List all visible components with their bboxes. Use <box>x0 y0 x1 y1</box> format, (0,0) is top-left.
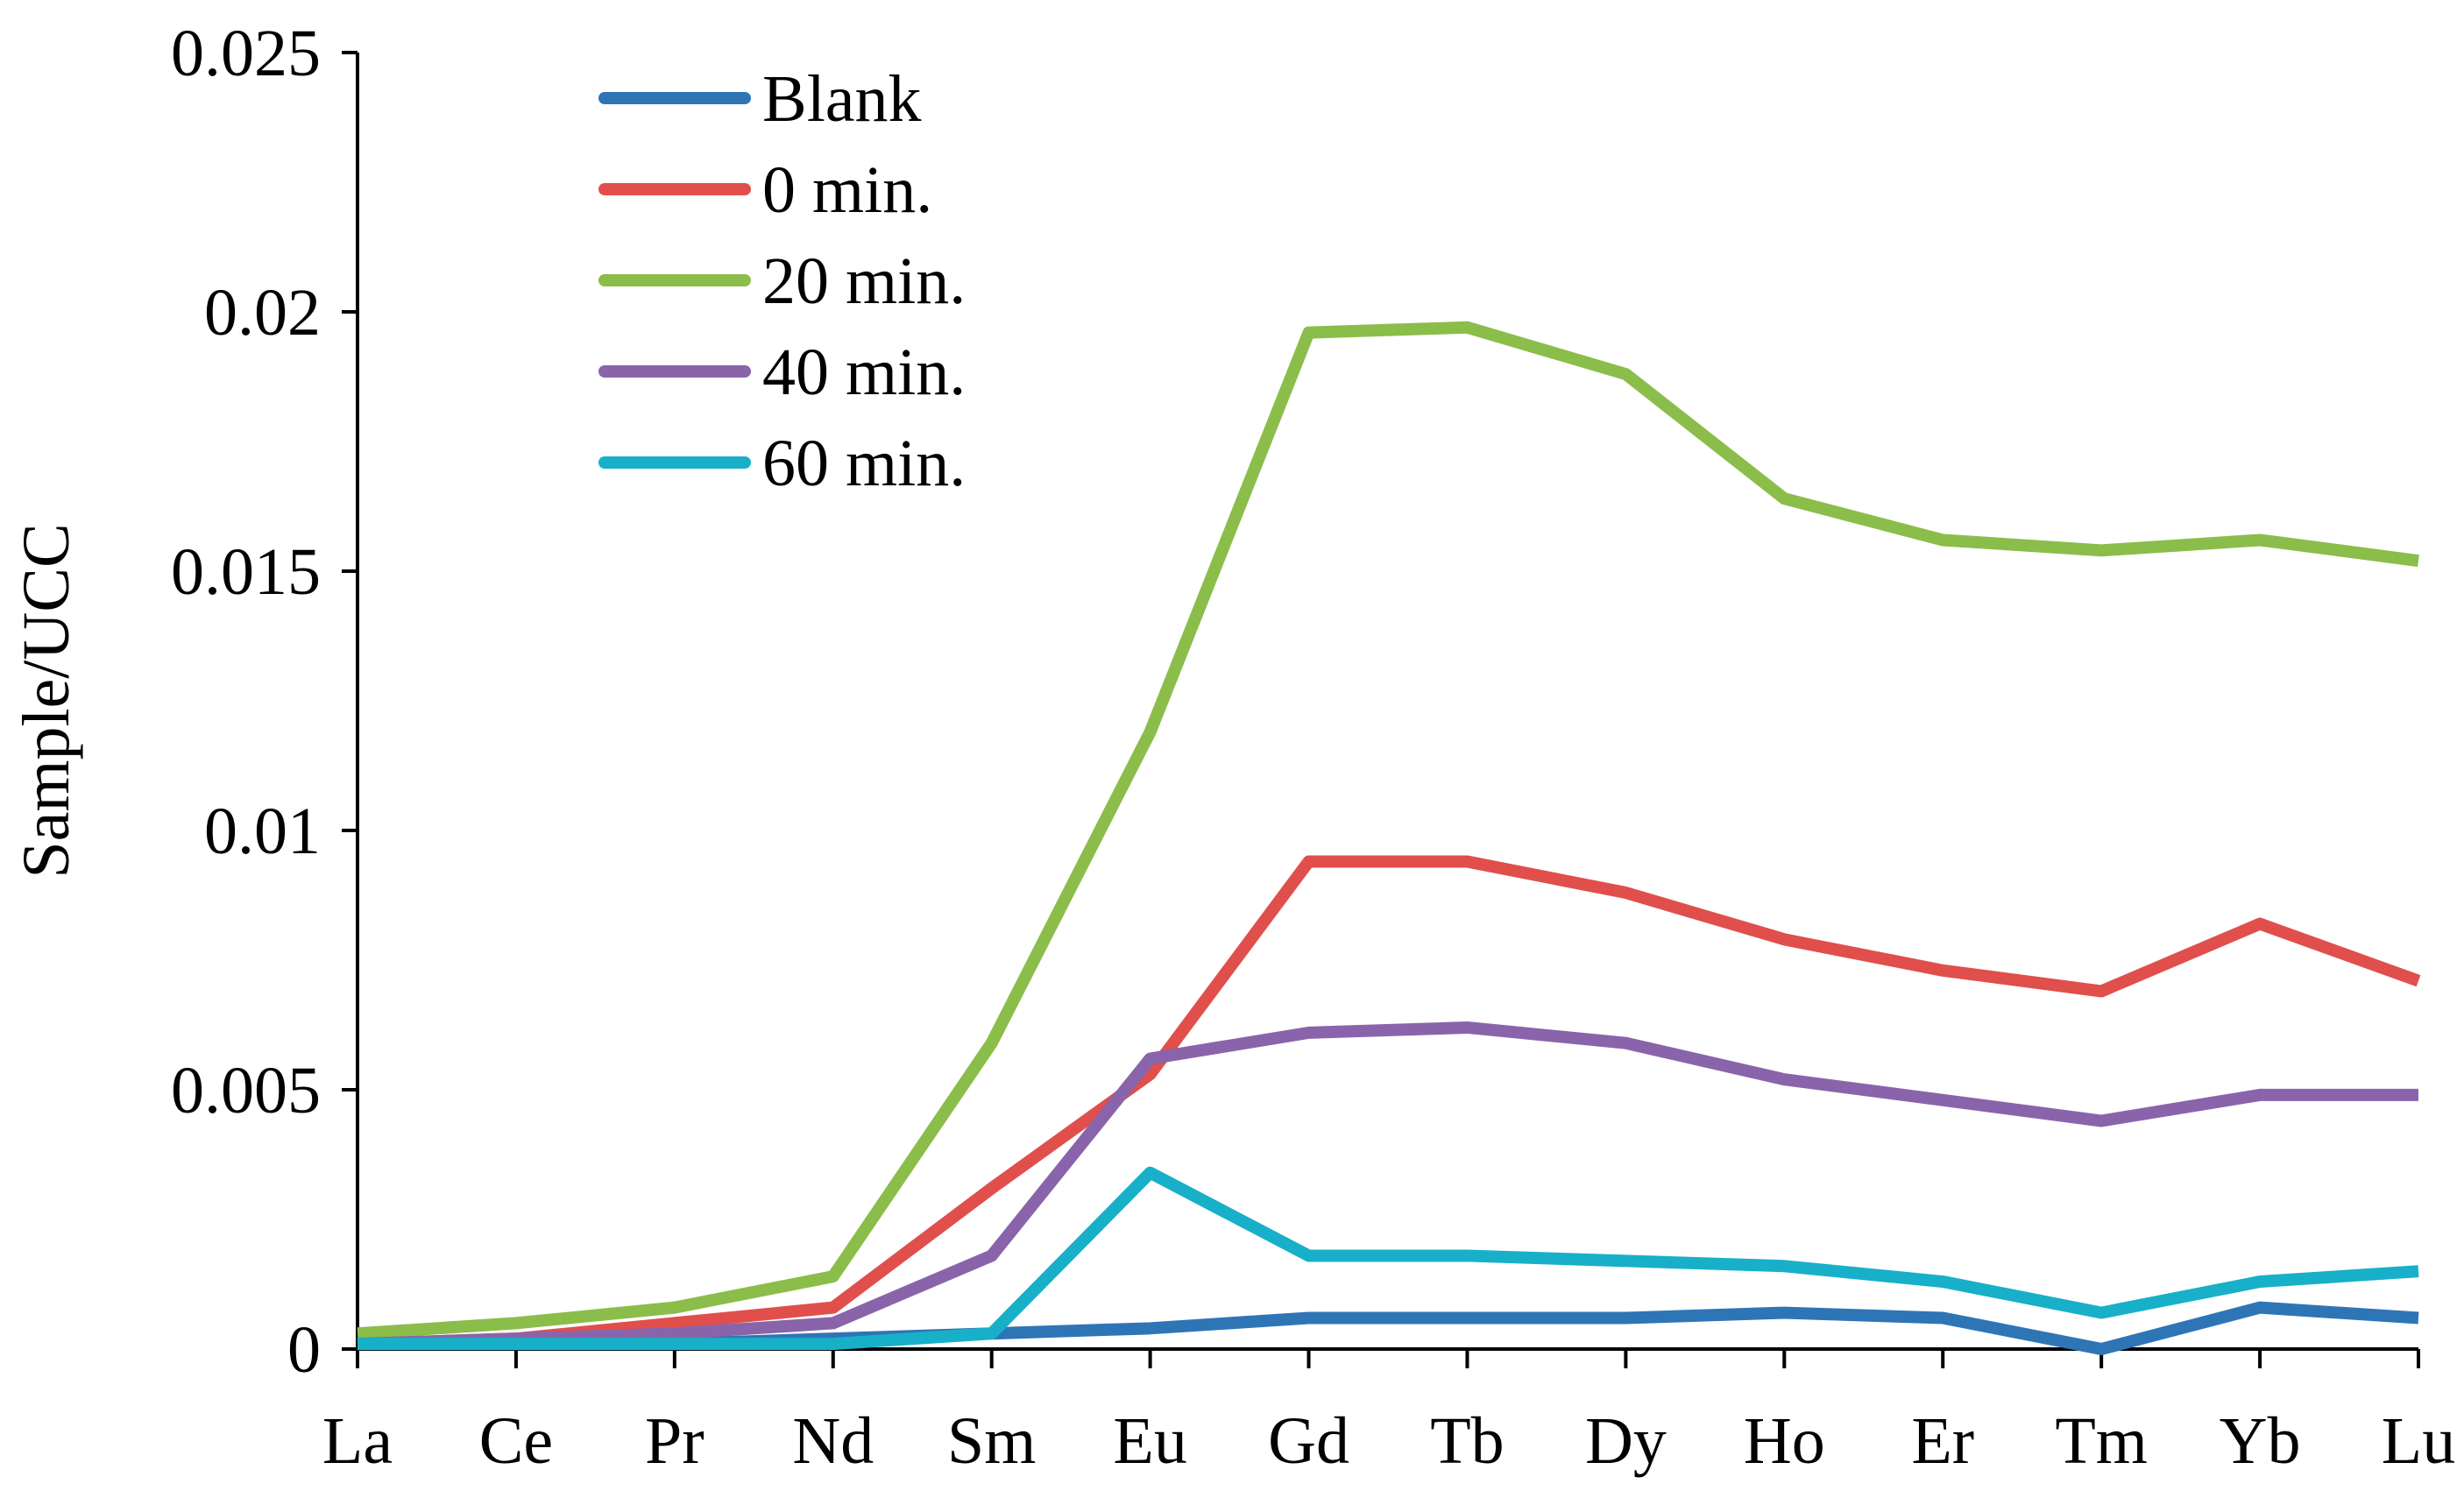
legend-item: 40 min. <box>598 336 966 409</box>
legend-label: 0 min. <box>762 153 932 227</box>
x-tick-label: Dy <box>1585 1404 1667 1478</box>
y-tick-label: 0 <box>287 1313 321 1387</box>
legend-item: 60 min. <box>598 427 966 500</box>
y-tick-label: 0.025 <box>171 17 321 90</box>
legend-label: 20 min. <box>762 244 966 318</box>
series-40-min <box>357 1021 2418 1351</box>
x-tick-label: Er <box>1911 1404 1974 1478</box>
series-0-min <box>357 855 2421 1351</box>
series-line <box>357 855 2421 1351</box>
x-tick-label: Sm <box>947 1404 1036 1478</box>
y-tick-label: 0.02 <box>204 276 321 350</box>
x-tick-label: Lu <box>2382 1404 2455 1478</box>
x-tick-label: Gd <box>1268 1404 1349 1478</box>
series-60-min <box>358 1166 2419 1351</box>
legend-label: 60 min. <box>762 427 966 500</box>
y-tick-label: 0.015 <box>171 535 321 609</box>
y-axis-title: Sample/UCC <box>10 523 83 878</box>
legend-item: Blank <box>598 62 922 136</box>
x-tick-label: Nd <box>792 1404 874 1478</box>
x-tick-label: Tm <box>2055 1404 2148 1478</box>
x-tick-label: Ho <box>1744 1404 1825 1478</box>
legend-item: 0 min. <box>598 153 932 227</box>
series-line <box>357 321 2419 1340</box>
axes: 0 0.005 0.01 0.015 0.02 0.025 La Ce Pr Nd Sm Eu Gd Tb… <box>10 17 2455 1478</box>
series-20-min <box>357 321 2419 1340</box>
y-tick-label: 0.01 <box>204 795 321 868</box>
x-tick-label: La <box>322 1404 393 1478</box>
legend-label: 40 min. <box>762 336 966 409</box>
legend: Blank 0 min. 20 min. 40 min. 60 min. <box>598 62 966 500</box>
x-tick-label: Pr <box>645 1404 705 1478</box>
legend-label: Blank <box>762 62 922 136</box>
series-lines <box>357 321 2421 1355</box>
x-tick-label: Ce <box>479 1404 553 1478</box>
y-tick-label: 0.005 <box>171 1054 321 1127</box>
x-tick-label: Yb <box>2220 1404 2301 1478</box>
legend-item: 20 min. <box>598 244 966 318</box>
x-tick-label: Tb <box>1430 1404 1504 1478</box>
series-line <box>357 1021 2418 1351</box>
x-tick-label: Eu <box>1113 1404 1186 1478</box>
series-line <box>358 1166 2419 1351</box>
